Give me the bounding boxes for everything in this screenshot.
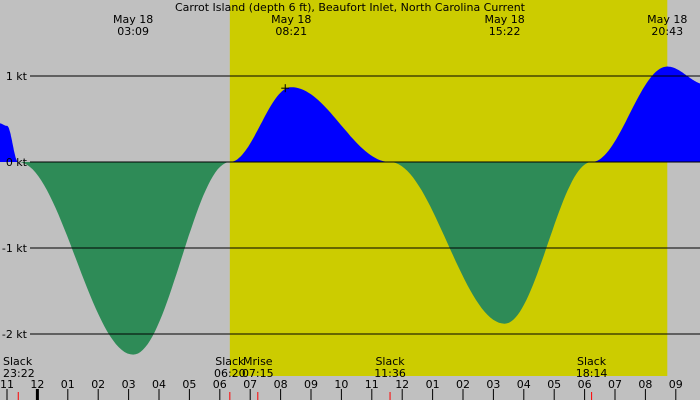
hour-tick-label: 05: [182, 378, 196, 391]
event-time-label: 11:36: [374, 367, 406, 380]
event-name-label: Slack: [375, 355, 405, 368]
hour-tick-label: 02: [456, 378, 470, 391]
event-name-label: Slack: [3, 355, 33, 368]
axis-layer: 11 12 01 02 03 04 05 06 07 08 09 10 11 12 01 02 03 04 05 06…: [0, 376, 700, 400]
hour-tick-label: 04: [517, 378, 531, 391]
event-time-label: 07:15: [242, 367, 274, 380]
hour-tick-label: 03: [122, 378, 136, 391]
hour-tick-label: 05: [547, 378, 561, 391]
event-name-label: Mrise: [243, 355, 273, 368]
axis-strip: [0, 376, 700, 400]
hour-tick-label: 08: [274, 378, 288, 391]
hour-tick-label: 11: [0, 378, 14, 391]
hour-tick-label: 01: [61, 378, 75, 391]
extreme-time-label: 20:43: [651, 25, 683, 38]
y-tick-label: 1 kt: [6, 70, 28, 83]
hour-tick-label: 04: [152, 378, 166, 391]
y-tick-label: 0 kt: [6, 156, 28, 169]
grid-layer: [30, 75, 700, 335]
hour-tick-label: 09: [669, 378, 683, 391]
hour-tick-label: 03: [486, 378, 500, 391]
hour-tick-label: 07: [608, 378, 622, 391]
event-time-label: 18:14: [576, 367, 608, 380]
event-name-label: Slack: [577, 355, 607, 368]
hour-tick-label: 10: [334, 378, 348, 391]
extreme-date-label: May 18: [647, 13, 687, 26]
event-name-label: Slack: [215, 355, 245, 368]
hour-tick-label: 12: [395, 378, 409, 391]
hour-tick-label: 08: [638, 378, 652, 391]
extreme-date-label: May 18: [113, 13, 153, 26]
y-tick-label: -1 kt: [2, 242, 28, 255]
extreme-date-label: May 18: [271, 13, 311, 26]
hour-tick-label: 01: [426, 378, 440, 391]
extreme-time-label: 08:21: [275, 25, 307, 38]
extreme-time-label: 15:22: [489, 25, 521, 38]
ebb-current-area: [0, 162, 700, 355]
extreme-time-label: 03:09: [117, 25, 149, 38]
extreme-date-label: May 18: [485, 13, 525, 26]
y-tick-label: -2 kt: [2, 328, 28, 341]
hour-tick-label: 09: [304, 378, 318, 391]
event-time-label: 06:20: [214, 367, 246, 380]
hour-tick-label: 11: [365, 378, 379, 391]
hour-tick-label: 12: [30, 378, 44, 391]
chart-title: Carrot Island (depth 6 ft), Beaufort Inl…: [175, 1, 526, 14]
hour-tick-label: 06: [213, 378, 227, 391]
current-area-layer: [0, 66, 700, 355]
hour-tick-label: 02: [91, 378, 105, 391]
flood-current-area: [0, 66, 700, 162]
event-time-label: 23:22: [3, 367, 35, 380]
hour-tick-label: 07: [243, 378, 257, 391]
hour-tick-label: 06: [578, 378, 592, 391]
